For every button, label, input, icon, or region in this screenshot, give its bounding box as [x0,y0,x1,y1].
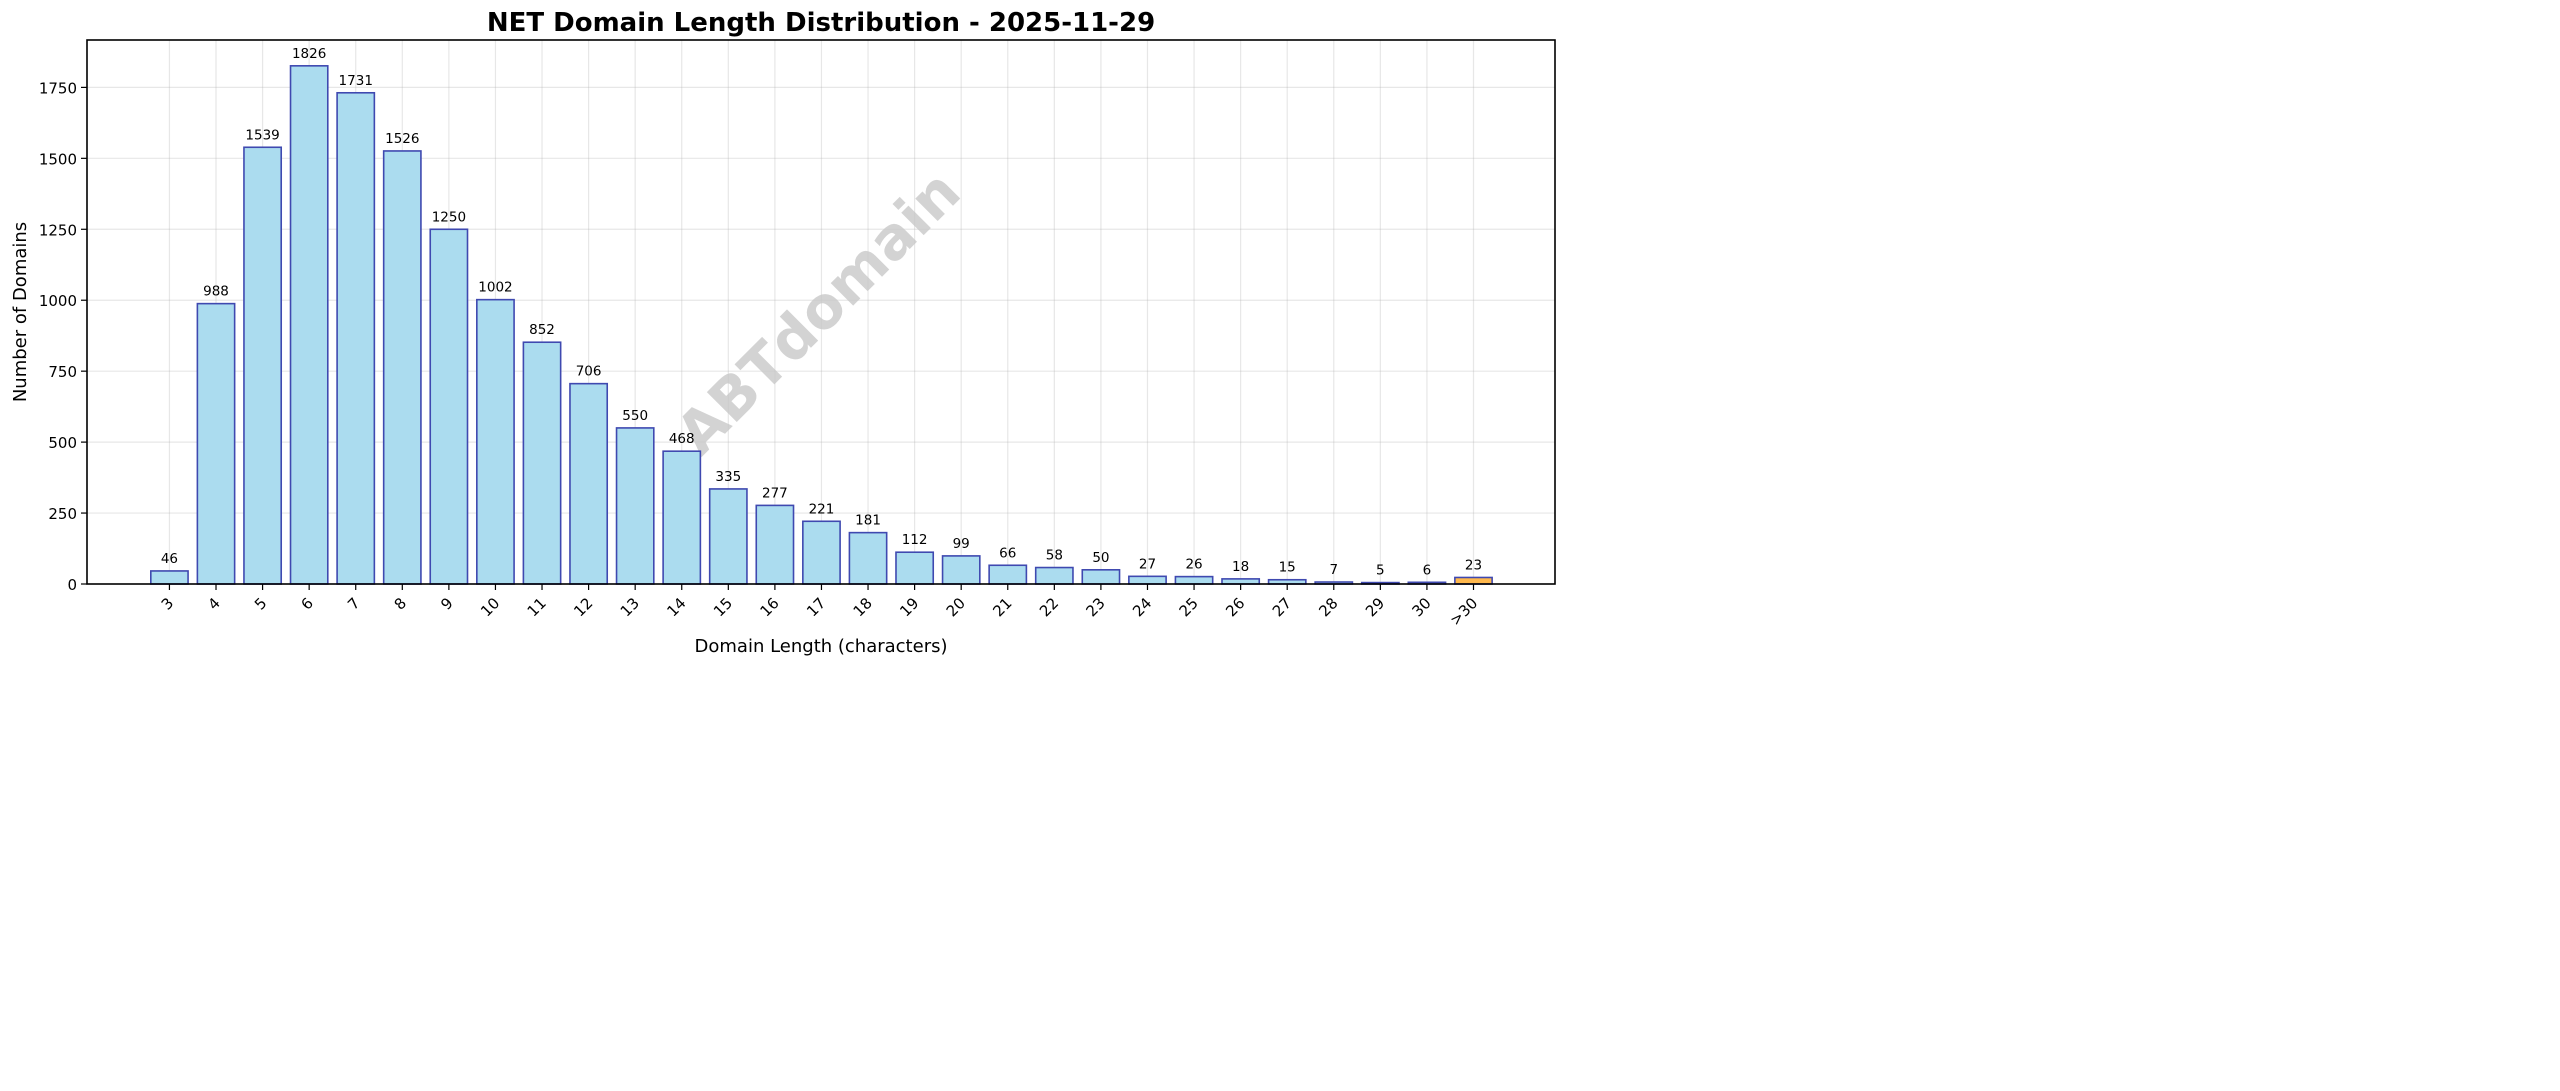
x-tick-label: 30 [1409,594,1435,620]
data-label: 181 [855,513,881,529]
bar [708,488,748,585]
data-label: 1002 [478,280,512,296]
x-tick-label: 17 [803,594,829,620]
x-tick-label: 15 [710,594,736,620]
bar [1128,575,1167,585]
x-tick-label: 13 [617,594,643,620]
data-label: 706 [576,364,602,380]
data-label: 1731 [339,73,373,89]
bar [243,146,283,585]
data-label: 112 [902,532,928,548]
data-labels: 4698815391826173115261250100285270655046… [161,46,1482,579]
data-label: 5 [1376,563,1385,579]
bar [429,228,469,585]
x-tick-label: 18 [850,594,876,620]
x-tick-label: 20 [943,594,969,620]
x-tick-label: 25 [1176,594,1202,620]
x-tick-label: 23 [1083,594,1109,620]
bar [336,91,376,585]
y-tick-label: 250 [48,505,77,523]
x-axis-label: Domain Length (characters) [695,636,948,657]
data-label: 99 [953,536,970,552]
bar [1034,566,1074,585]
bar [895,551,935,585]
x-tick-label: 12 [570,594,596,620]
x-tick-label: 29 [1362,594,1388,620]
y-axis-label: Number of Domains [10,222,31,402]
data-label: 1526 [385,131,419,147]
bar [382,150,422,585]
x-tick-label: 5 [251,594,270,613]
y-axis: 0 250 500 750 1000 1250 1500 1750 [39,79,87,594]
x-tick-label: 28 [1315,594,1341,620]
chart-title: NET Domain Length Distribution - 2025-11… [487,8,1155,38]
data-label: 7 [1329,562,1338,578]
y-tick-label: 500 [48,434,77,452]
bar [615,427,655,585]
data-label: 468 [669,431,695,447]
data-label: 988 [203,284,229,300]
data-label: 6 [1423,562,1432,578]
data-label: 58 [1046,548,1063,564]
y-tick-label: 750 [48,363,77,381]
data-label: 23 [1465,557,1482,573]
data-label: 1539 [245,127,279,143]
y-tick-label: 1000 [39,292,77,310]
y-tick-label: 1750 [39,79,77,97]
x-tick-label: 10 [477,594,503,620]
x-tick-label: 6 [298,594,317,613]
data-label: 15 [1279,560,1296,576]
data-label: 50 [1092,550,1109,566]
bar [941,555,981,585]
x-tick-label: >30 [1446,594,1481,629]
x-tick-label: 26 [1222,594,1248,620]
x-tick-label: 8 [391,594,410,613]
bar [150,570,189,585]
bar [1454,576,1493,585]
bar [522,341,562,585]
bar [1081,569,1121,585]
bar [289,65,329,585]
x-tick-label: 11 [524,594,550,620]
bar [848,531,888,585]
x-tick-label: 21 [989,594,1015,620]
data-label: 221 [809,501,835,517]
y-tick-label: 0 [67,576,77,594]
bar [802,520,841,585]
data-label: 18 [1232,559,1249,575]
y-tick-label: 1250 [39,221,77,239]
watermark: ABTdomain [663,157,973,467]
x-tick-label: 16 [756,594,782,620]
data-label: 1826 [292,46,326,62]
x-tick-label: 27 [1269,594,1295,620]
x-tick-label: 19 [896,594,922,620]
data-label: 335 [715,469,741,485]
data-label: 277 [762,485,788,501]
x-tick-label: 14 [663,594,689,620]
x-axis: 3 4 5 6 7 8 9 10 11 12 13 14 15 16 17 18 19 20 21 22 23 24 25 2… [158,584,1481,629]
bar [988,564,1028,585]
data-label: 46 [161,551,178,567]
bar [662,450,702,585]
data-label: 852 [529,322,555,338]
data-label: 1250 [432,209,466,225]
x-tick-label: 7 [344,594,363,613]
x-tick-label: 4 [204,594,223,613]
bar [755,504,795,585]
data-label: 66 [999,545,1016,561]
bar [569,382,609,585]
bar [476,298,515,585]
x-tick-label: 24 [1129,594,1155,620]
data-label: 27 [1139,556,1156,572]
bar [1174,575,1214,585]
x-tick-label: 3 [158,594,177,613]
y-tick-label: 1500 [39,150,77,168]
data-label: 26 [1185,557,1202,573]
data-label: 550 [622,408,648,424]
x-tick-label: 22 [1036,594,1062,620]
x-tick-label: 9 [437,594,456,613]
bar [196,302,236,585]
